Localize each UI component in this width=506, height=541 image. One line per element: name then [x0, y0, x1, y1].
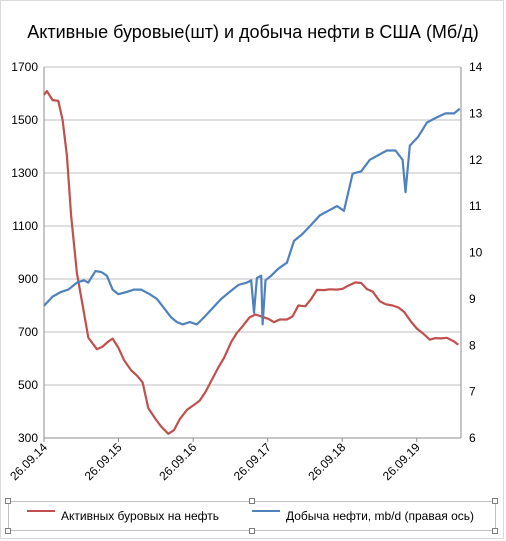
x-tick-label: 26.09.17 [231, 440, 274, 483]
x-tick-label: 26.09.15 [82, 440, 125, 483]
y-right-tick-label: 9 [469, 292, 476, 306]
legend[interactable]: Активных буровых на нефть Добыча нефти, … [8, 501, 496, 531]
series-line-production [43, 107, 461, 326]
legend-swatch-production [252, 510, 280, 512]
legend-handle-tm[interactable] [249, 498, 255, 504]
series-line-rigs [43, 89, 459, 435]
y-left-tick-label: 1700 [11, 60, 38, 74]
legend-handle-tr[interactable] [492, 498, 498, 504]
x-tick-label: 26.09.14 [7, 440, 50, 483]
y-left-tick-label: 300 [18, 431, 38, 445]
legend-handle-tl[interactable] [5, 498, 11, 504]
legend-handle-bm[interactable] [249, 528, 255, 534]
y-right-tick-label: 7 [469, 385, 476, 399]
y-right-tick-label: 6 [469, 431, 476, 445]
legend-handle-br[interactable] [492, 528, 498, 534]
x-tick-label: 26.09.18 [305, 440, 348, 483]
y-left-tick-label: 1500 [11, 113, 38, 127]
y-right-tick-label: 11 [469, 199, 482, 213]
legend-entry-rigs: Активных буровых на нефть [61, 509, 219, 523]
y-right-tick-label: 12 [469, 153, 483, 167]
legend-swatch-rigs [27, 510, 55, 512]
y-left-tick-label: 1300 [11, 166, 38, 180]
x-tick-label: 26.09.19 [380, 440, 423, 483]
y-left-tick-label: 900 [18, 272, 38, 286]
legend-entry-production: Добыча нефти, mb/d (правая ось) [286, 509, 474, 523]
y-right-tick-label: 13 [469, 106, 483, 120]
y-left-tick-label: 700 [18, 325, 38, 339]
y-left-tick-label: 500 [18, 378, 38, 392]
chart-title: Активные буровые(шт) и добыча нефти в СШ… [27, 22, 479, 42]
legend-handle-bl[interactable] [5, 528, 11, 534]
x-tick-label: 26.09.16 [156, 440, 199, 483]
y-left-tick-label: 1100 [12, 219, 38, 233]
y-right-tick-label: 10 [469, 246, 483, 260]
y-right-tick-label: 8 [469, 338, 476, 352]
y-right-tick-label: 14 [469, 60, 483, 74]
